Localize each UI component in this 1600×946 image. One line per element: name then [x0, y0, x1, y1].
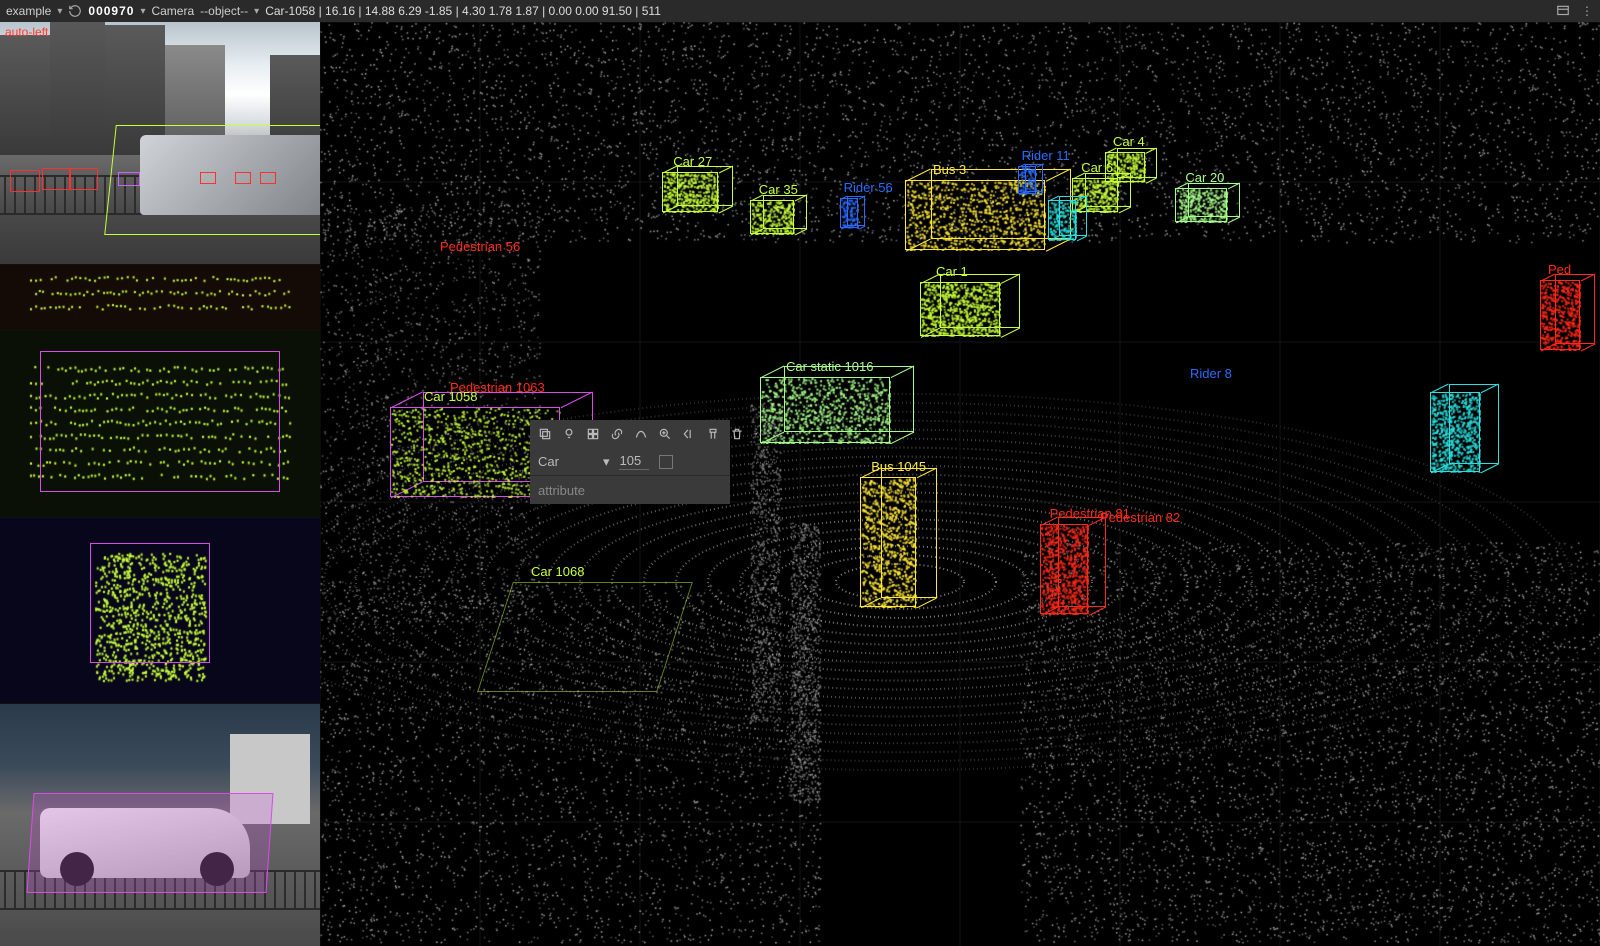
- ortho-side-pane[interactable]: [0, 331, 320, 518]
- cuboid-cyan-2[interactable]: [1048, 200, 1076, 240]
- cuboid-ped-right[interactable]: [1540, 280, 1580, 350]
- cuboid-pedestrian-81[interactable]: [1040, 524, 1088, 614]
- step-back-icon[interactable]: [682, 427, 696, 441]
- layout-icon[interactable]: [1556, 4, 1570, 18]
- pane-label: auto-left: [5, 25, 48, 39]
- object-toolbox[interactable]: ⋯ Car ▾ 105 attribute: [530, 420, 730, 504]
- curve-icon[interactable]: [634, 427, 648, 441]
- cut-icon[interactable]: [706, 427, 720, 441]
- object-info: Car-1058 | 16.16 | 14.88 6.29 -1.85 | 4.…: [265, 4, 661, 18]
- cuboid-car-1[interactable]: [920, 282, 1000, 336]
- chevron-down-icon: ▾: [603, 454, 610, 470]
- refresh-icon[interactable]: [68, 4, 82, 18]
- dataset-select[interactable]: example: [6, 4, 51, 18]
- selected-bbox-3d: [27, 793, 274, 893]
- chevron-down-icon: ▾: [254, 6, 259, 17]
- cuboid-bus-1045[interactable]: [860, 477, 916, 607]
- bbox-2d: [200, 172, 216, 184]
- camera-close-pane[interactable]: [0, 704, 320, 946]
- more-icon[interactable]: ⋯: [754, 427, 767, 441]
- bbox-2d: [118, 172, 140, 186]
- ortho-top-pane[interactable]: [0, 518, 320, 705]
- selected-bbox-side: [40, 351, 280, 492]
- zoom-in-icon[interactable]: [658, 427, 672, 441]
- lock-checkbox[interactable]: [659, 455, 673, 469]
- chevron-down-icon: ▾: [57, 6, 62, 17]
- cuboid-car-1068[interactable]: [477, 582, 693, 692]
- cuboid-rider-56[interactable]: [840, 198, 858, 228]
- camera-label[interactable]: Camera: [151, 4, 194, 18]
- class-label: Car: [538, 454, 559, 469]
- bulb-icon[interactable]: [562, 427, 576, 441]
- cuboid-car-27[interactable]: [662, 172, 718, 212]
- camera-pane[interactable]: auto-left: [0, 22, 320, 265]
- trash-icon[interactable]: [730, 427, 744, 441]
- selected-bbox-top: [90, 543, 210, 663]
- class-select[interactable]: Car ▾: [538, 454, 609, 470]
- main-layout: auto-left: [0, 22, 1600, 946]
- bbox-2d: [42, 168, 70, 190]
- cuboid-car-35[interactable]: [750, 200, 794, 234]
- ortho-tiny-pane[interactable]: [0, 265, 320, 331]
- cuboid-car-static-1016[interactable]: [760, 377, 890, 443]
- cuboid-car-4[interactable]: [1105, 152, 1145, 182]
- viewport-3d[interactable]: Car 27Car 35Rider 56Bus 3Rider 11Car 6Ca…: [320, 22, 1600, 946]
- frame-number[interactable]: 000970: [88, 4, 134, 18]
- link-icon[interactable]: [610, 427, 624, 441]
- copy-icon[interactable]: [538, 427, 552, 441]
- bbox-2d: [235, 172, 251, 184]
- toolbox-icons: ⋯: [530, 420, 730, 448]
- cuboid-rider-11[interactable]: [1018, 166, 1036, 194]
- grid-icon[interactable]: [586, 427, 600, 441]
- object-id-input[interactable]: 105: [619, 453, 649, 470]
- attribute-label[interactable]: attribute: [538, 483, 585, 498]
- bbox-2d: [260, 172, 276, 184]
- chevron-down-icon: ▾: [140, 6, 145, 17]
- topbar: example ▾ 000970 ▾ Camera --object-- ▾ C…: [0, 0, 1600, 22]
- cuboid-car-20[interactable]: [1175, 188, 1227, 222]
- object-select[interactable]: --object--: [200, 4, 248, 18]
- left-column: auto-left: [0, 22, 320, 946]
- bbox-2d: [10, 170, 40, 192]
- more-icon[interactable]: ⋮: [1580, 4, 1594, 18]
- cuboid-cyan-1[interactable]: [1430, 392, 1480, 472]
- bbox-2d: [70, 168, 98, 190]
